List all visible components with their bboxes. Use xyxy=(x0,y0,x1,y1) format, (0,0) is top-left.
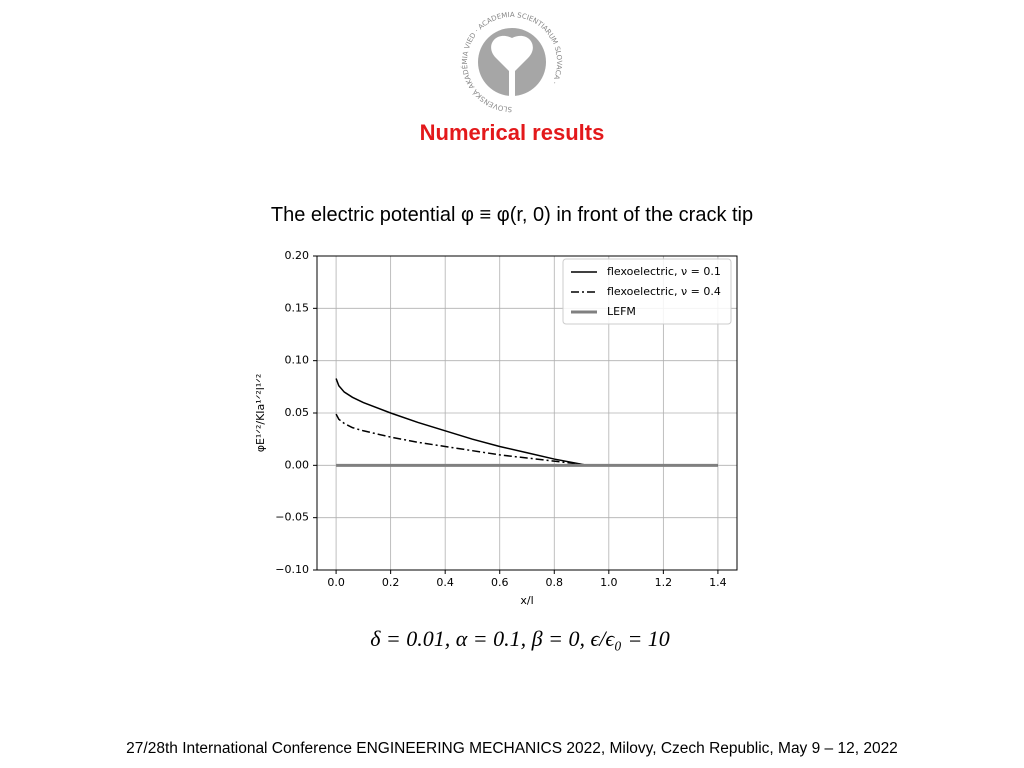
logo: SLOVENSKÁ AKADÉMIA VIED · ACADEMIA SCIEN… xyxy=(460,11,563,113)
x-tick-label: 0.2 xyxy=(382,576,400,589)
legend-label: LEFM xyxy=(607,305,636,318)
y-tick-label: 0.10 xyxy=(285,354,310,367)
y-tick-label: −0.10 xyxy=(275,563,309,576)
parameters: δ = 0.01, α = 0.1, β = 0, ϵ/ϵ₀ = 10 xyxy=(370,626,670,651)
y-tick-label: 0.05 xyxy=(285,406,310,419)
logo-stem xyxy=(509,70,515,96)
x-tick-label: 0.8 xyxy=(546,576,564,589)
x-tick-label: 1.0 xyxy=(600,576,618,589)
y-axis-label: φE¹ᐟ²/KIa¹ᐟ²l¹ᐟ² xyxy=(254,374,267,453)
chart: 0.0 0.2 0.4 0.6 0.8 1.0 1.2 1.4 −0.10 −0.05 0.00 0.… xyxy=(254,249,738,607)
footer: 27/28th International Conference ENGINEE… xyxy=(126,740,898,757)
series-line xyxy=(335,413,718,467)
series-line xyxy=(335,378,718,467)
slide-title: Numerical results xyxy=(420,120,605,145)
legend-box xyxy=(562,258,732,325)
legend-label: flexoelectric, ν = 0.4 xyxy=(607,285,721,298)
x-tick-label: 0.0 xyxy=(327,576,345,589)
x-tick-label: 0.6 xyxy=(491,576,509,589)
slide-subtitle: The electric potential φ ≡ φ(r, 0) in fr… xyxy=(271,204,753,226)
x-tick-label: 1.4 xyxy=(709,576,727,589)
x-tick-label: 0.4 xyxy=(436,576,454,589)
y-tick-label: 0.20 xyxy=(285,249,310,262)
x-axis-label: x/l xyxy=(520,594,533,607)
y-tick-label: 0.15 xyxy=(285,301,310,314)
y-tick-label: 0.00 xyxy=(285,458,310,471)
x-tick-label: 1.2 xyxy=(655,576,673,589)
y-tick-label: −0.05 xyxy=(275,511,309,524)
legend-label: flexoelectric, ν = 0.1 xyxy=(607,265,721,278)
plot-frame xyxy=(316,255,738,571)
logo-heart xyxy=(491,35,533,74)
